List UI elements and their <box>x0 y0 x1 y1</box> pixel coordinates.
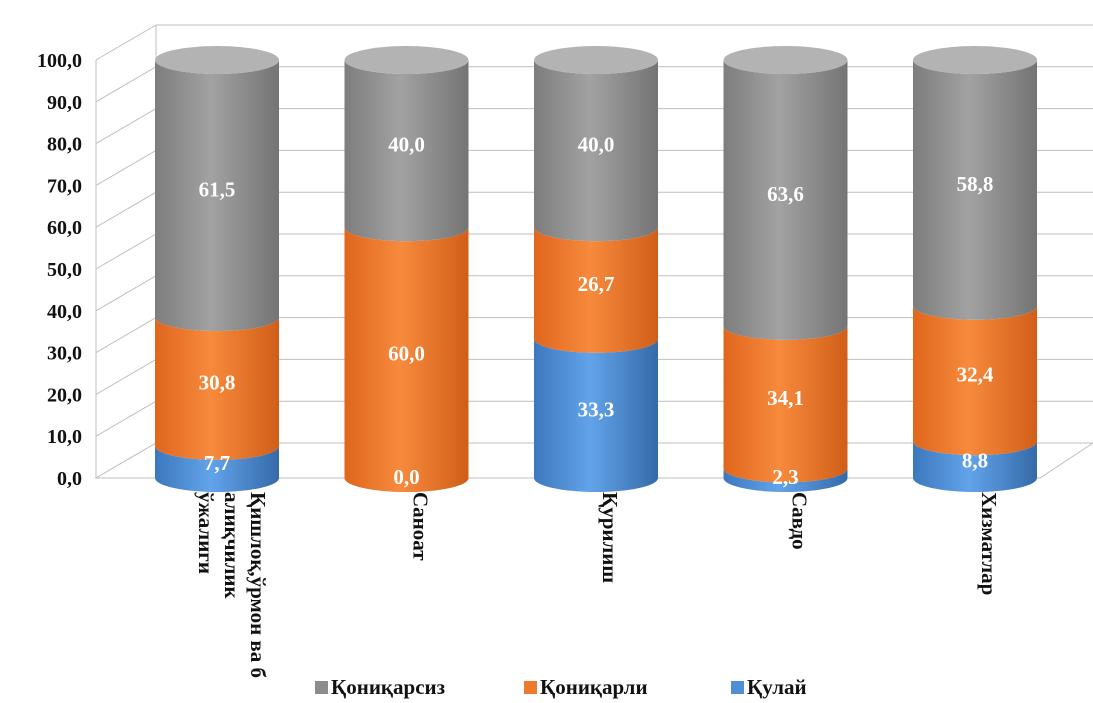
bar-top-cap-1 <box>344 46 469 74</box>
gridline-side-9 <box>95 66 157 103</box>
data-label-satisfactory-0: 30,8 <box>199 370 236 394</box>
bar-top-cap-0 <box>155 46 279 74</box>
x-category-1: Саноат <box>409 492 433 561</box>
bar-satisfactory-3 <box>723 325 848 483</box>
legend: Қониқарсиз Қониқарли Қулай <box>315 675 807 699</box>
gridline-side-10 <box>95 24 157 61</box>
legend-swatch <box>524 681 537 694</box>
bar-unsatisfactory-3 <box>723 60 848 340</box>
bar-top-cap-3 <box>723 46 848 74</box>
bar-favorable-3 <box>723 468 848 493</box>
category-label: Хизматлар <box>977 492 1001 595</box>
bar-favorable-4 <box>913 441 1037 492</box>
y-tick-label: 80,0 <box>47 134 82 156</box>
gridline-side-8 <box>95 108 157 145</box>
y-tick-label: 60,0 <box>47 217 82 239</box>
bar-top-cap-4 <box>913 46 1037 74</box>
bar-favorable-2 <box>534 338 658 492</box>
y-tick-label: 30,0 <box>47 343 82 365</box>
legend-item-1: Қониқарли <box>524 675 648 699</box>
data-label-satisfactory-2: 26,7 <box>578 272 615 296</box>
bar-top-cap-2 <box>534 46 658 74</box>
legend-label: Қониқарсиз <box>331 675 445 699</box>
data-label-favorable-4: 8,8 <box>962 449 988 473</box>
x-category-4: Хизматлар <box>977 492 1001 595</box>
data-label-favorable-2: 33,3 <box>578 397 615 421</box>
y-tick-label: 10,0 <box>47 426 82 448</box>
legend-label: Қониқарли <box>540 675 648 699</box>
category-label: Қурилиш <box>598 492 622 583</box>
data-label-favorable-0: 7,7 <box>204 451 230 475</box>
category-label: Саноат <box>409 492 433 561</box>
bar-satisfactory-4 <box>913 305 1037 456</box>
data-label-favorable-1: 0,0 <box>393 465 419 489</box>
y-tick-label: 70,0 <box>47 175 82 197</box>
y-tick-label: 0,0 <box>57 468 82 490</box>
category-label: алиқчилик <box>220 492 244 599</box>
category-label: ўжалиги <box>194 492 218 574</box>
data-label-unsatisfactory-1: 40,0 <box>388 133 425 157</box>
legend-label: Қулай <box>747 675 807 699</box>
y-tick-label: 90,0 <box>47 92 82 114</box>
legend-swatch <box>731 681 744 694</box>
y-axis: 0,0 10,0 20,0 30,0 40,0 50,0 60,0 70,0 80,0 90,0 1… <box>37 50 82 490</box>
y-tick-label: 50,0 <box>47 259 82 281</box>
bar-unsatisfactory-2 <box>534 60 658 242</box>
data-label-favorable-3: 2,3 <box>772 465 798 489</box>
bar-unsatisfactory-4 <box>913 60 1037 320</box>
x-category-2: Қурилиш <box>598 492 622 583</box>
bar-satisfactory-0 <box>155 317 279 460</box>
data-label-unsatisfactory-4: 58,8 <box>957 172 994 196</box>
category-label: Қишлоқ,ўрмон ва б <box>246 492 270 678</box>
category-label: Савдо <box>788 492 812 550</box>
bar-favorable-0 <box>155 445 279 492</box>
data-label-unsatisfactory-2: 40,0 <box>578 133 615 157</box>
data-labels: 7,7 30,8 61,5 0,0 60,0 40,0 33,3 26,7 40,0 2,3 34,… <box>199 133 994 489</box>
data-label-satisfactory-4: 32,4 <box>957 363 994 387</box>
data-label-satisfactory-1: 60,0 <box>388 342 425 366</box>
legend-item-2: Қулай <box>731 675 807 699</box>
bar-satisfactory-1 <box>344 227 469 493</box>
data-label-satisfactory-3: 34,1 <box>767 386 804 410</box>
legend-swatch <box>315 681 328 694</box>
gridline-side-4 <box>95 275 157 312</box>
y-tick-label: 20,0 <box>47 384 82 406</box>
bar-satisfactory-2 <box>534 227 658 353</box>
data-label-unsatisfactory-3: 63,6 <box>767 182 804 206</box>
gridline-side-7 <box>95 149 157 186</box>
gridline-side-2 <box>95 358 157 395</box>
gridline-side-6 <box>95 191 157 228</box>
x-category-3: Савдо <box>788 492 812 550</box>
bar-unsatisfactory-0 <box>155 60 279 332</box>
gridline-side-3 <box>95 317 157 354</box>
gridline-side-5 <box>95 233 157 270</box>
legend-item-0: Қониқарсиз <box>315 675 445 699</box>
data-label-unsatisfactory-0: 61,5 <box>199 178 236 202</box>
y-tick-label: 40,0 <box>47 301 82 323</box>
bars <box>155 46 1037 493</box>
y-tick-label: 100,0 <box>37 50 82 72</box>
bar-unsatisfactory-1 <box>344 60 469 242</box>
gridline-side-1 <box>95 400 157 437</box>
